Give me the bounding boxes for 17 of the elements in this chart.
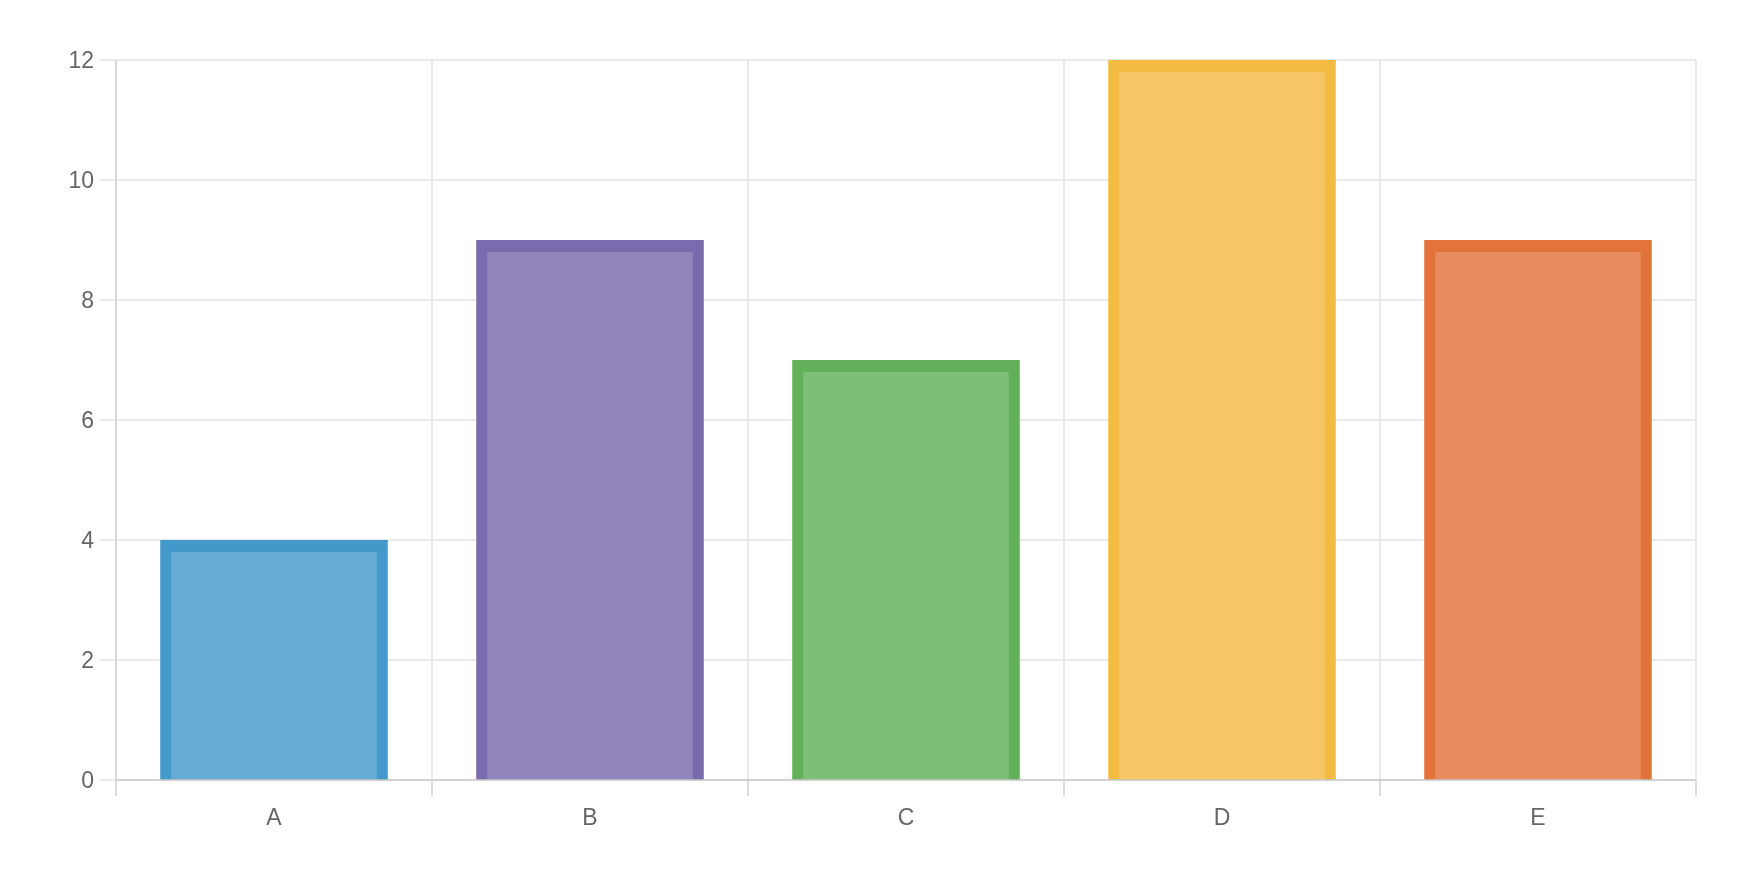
x-tick-label: A (266, 804, 283, 831)
x-tick-label: B (582, 804, 598, 831)
bar (1108, 60, 1336, 780)
x-tick-label: C (897, 804, 915, 831)
bar (160, 540, 388, 780)
y-tick-label: 12 (68, 47, 94, 74)
bar (476, 240, 704, 780)
x-tick-label: E (1530, 804, 1546, 831)
y-tick-label: 10 (68, 167, 94, 194)
y-tick-label: 6 (81, 407, 94, 434)
y-tick-label: 0 (81, 767, 94, 794)
x-tick-label: D (1213, 804, 1231, 831)
bar (792, 360, 1020, 780)
bar (1424, 240, 1652, 780)
y-tick-label: 4 (81, 527, 95, 554)
y-tick-label: 8 (81, 287, 94, 314)
y-tick-label: 2 (81, 647, 94, 674)
